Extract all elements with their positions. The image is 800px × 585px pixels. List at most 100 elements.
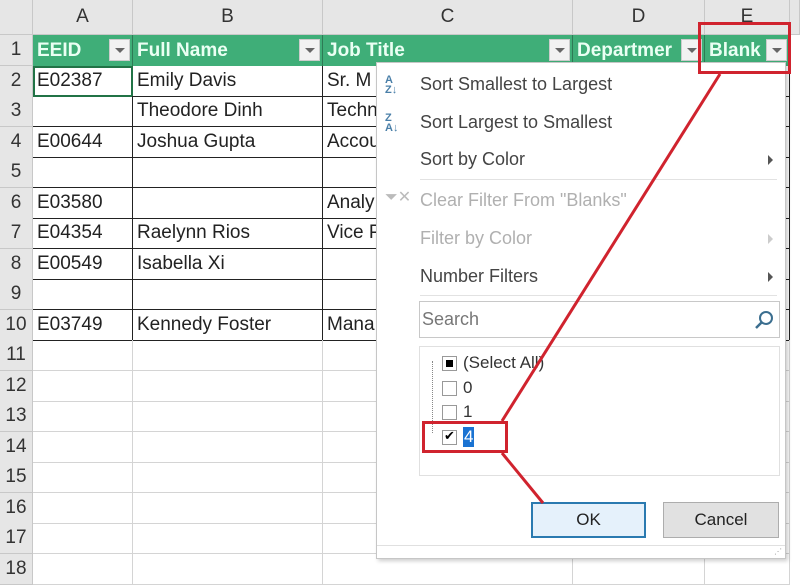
row-header-9[interactable]: 9	[0, 279, 33, 310]
cell[interactable]	[33, 370, 133, 402]
table-cell[interactable]	[33, 279, 133, 310]
cell[interactable]	[33, 340, 133, 371]
table-cell[interactable]: E04354	[33, 218, 133, 249]
search-input[interactable]: Search	[419, 301, 780, 338]
table-cell[interactable]: Theodore Dinh	[133, 96, 323, 127]
menu-separator	[420, 179, 777, 180]
table-cell[interactable]: E02387	[33, 65, 133, 97]
row-header-17[interactable]: 17	[0, 523, 33, 554]
filter-by-color-label: Filter by Color	[420, 228, 533, 248]
checkbox[interactable]	[442, 380, 457, 396]
filter-dropdown-button[interactable]	[766, 39, 787, 61]
column-header-D[interactable]: D	[573, 0, 705, 35]
header-label: Departmer	[577, 39, 673, 61]
cell[interactable]	[133, 492, 323, 524]
row-header-10[interactable]: 10	[0, 309, 33, 341]
table-cell[interactable]: Raelynn Rios	[133, 218, 323, 249]
table-cell[interactable]	[133, 279, 323, 310]
value-list-label: 0	[463, 377, 473, 397]
table-cell[interactable]	[33, 96, 133, 127]
cell[interactable]	[133, 523, 323, 554]
number-filters-label: Number Filters	[420, 266, 539, 286]
value-list-label: 1	[463, 402, 473, 421]
table-cell[interactable]	[133, 157, 323, 188]
table-header-cell[interactable]: Job Title	[323, 35, 573, 66]
row-header-16[interactable]: 16	[0, 492, 33, 524]
row-header-5[interactable]: 5	[0, 157, 33, 188]
table-cell[interactable]	[133, 187, 323, 219]
cell[interactable]	[133, 462, 323, 493]
column-header-B[interactable]: B	[133, 0, 323, 35]
table-cell[interactable]: E03749	[33, 309, 133, 341]
row-header-12[interactable]: 12	[0, 370, 33, 402]
table-header-cell[interactable]: Departmer	[573, 35, 705, 66]
header-label: Job Title	[327, 39, 405, 61]
header-label: EEID	[37, 39, 82, 61]
value-list-label: (Select All)	[463, 353, 545, 372]
highlight-box-filter-button	[698, 22, 791, 74]
cell[interactable]	[33, 462, 133, 493]
row-header-6[interactable]: 6	[0, 187, 33, 219]
checkbox[interactable]: ✔	[442, 428, 457, 445]
filter-dropdown-button[interactable]	[681, 39, 702, 61]
panel-divider	[377, 545, 785, 546]
row-header-8[interactable]: 8	[0, 248, 33, 280]
header-label: Full Name	[137, 39, 228, 61]
cell[interactable]	[133, 553, 323, 585]
table-cell[interactable]: E00644	[33, 126, 133, 158]
sort-za-icon: Z A↓	[385, 112, 399, 134]
table-cell[interactable]: Kennedy Foster	[133, 309, 323, 341]
table-cell[interactable]	[33, 157, 133, 188]
column-header-A[interactable]: A	[33, 0, 133, 35]
submenu-arrow-icon	[768, 155, 773, 165]
cell[interactable]	[133, 401, 323, 432]
row-header-14[interactable]: 14	[0, 431, 33, 463]
column-header[interactable]	[790, 0, 800, 35]
menu-separator	[420, 295, 777, 296]
table-cell[interactable]: Emily Davis	[133, 65, 323, 97]
column-header-C[interactable]: C	[323, 0, 573, 35]
ok-button[interactable]: OK	[531, 502, 646, 538]
checkbox[interactable]	[442, 356, 457, 371]
row-header-3[interactable]: 3	[0, 96, 33, 127]
checkbox[interactable]	[442, 405, 457, 420]
table-cell[interactable]: Joshua Gupta	[133, 126, 323, 158]
cell[interactable]	[33, 401, 133, 432]
sort-descending-label: Sort Largest to Smallest	[420, 112, 613, 132]
table-cell[interactable]: E00549	[33, 248, 133, 280]
search-placeholder: Search	[422, 309, 480, 329]
submenu-arrow-icon	[768, 234, 773, 244]
row-header-2[interactable]: 2	[0, 65, 33, 97]
cell[interactable]	[33, 431, 133, 463]
filter-dropdown-panel: A Z↓ Sort Smallest to Largest Z A↓ Sort La…	[376, 62, 786, 559]
cell[interactable]	[33, 492, 133, 524]
clear-filter-icon: ⏷✕	[385, 189, 412, 206]
filter-dropdown-button[interactable]	[549, 39, 570, 61]
cell[interactable]	[133, 431, 323, 463]
row-header-7[interactable]: 7	[0, 218, 33, 249]
row-header-13[interactable]: 13	[0, 401, 33, 432]
row-header-1[interactable]: 1	[0, 35, 33, 66]
table-cell[interactable]: Isabella Xi	[133, 248, 323, 280]
value-list: (Select All) 0 1 ✔ 4	[419, 346, 780, 476]
sort-ascending-label: Sort Smallest to Largest	[420, 74, 613, 94]
table-header-cell[interactable]: Full Name	[133, 35, 323, 66]
table-cell[interactable]: E03580	[33, 187, 133, 219]
cell[interactable]	[133, 370, 323, 402]
filter-dropdown-button[interactable]	[299, 39, 320, 61]
resize-handle[interactable]: ⋰	[774, 547, 782, 556]
cell[interactable]	[33, 523, 133, 554]
column-header-E[interactable]: E	[705, 0, 790, 35]
row-header-15[interactable]: 15	[0, 462, 33, 493]
cell[interactable]	[33, 553, 133, 585]
row-header-4[interactable]: 4	[0, 126, 33, 158]
header-label: Blank	[709, 39, 761, 61]
cell[interactable]	[133, 340, 323, 371]
table-header-cell[interactable]: Blank	[705, 35, 790, 66]
row-header-18[interactable]: 18	[0, 553, 33, 585]
cancel-button[interactable]: Cancel	[663, 502, 779, 538]
select-all-corner[interactable]	[0, 0, 33, 35]
filter-dropdown-button[interactable]	[109, 39, 130, 61]
table-header-cell[interactable]: EEID	[33, 35, 133, 66]
row-header-11[interactable]: 11	[0, 340, 33, 371]
